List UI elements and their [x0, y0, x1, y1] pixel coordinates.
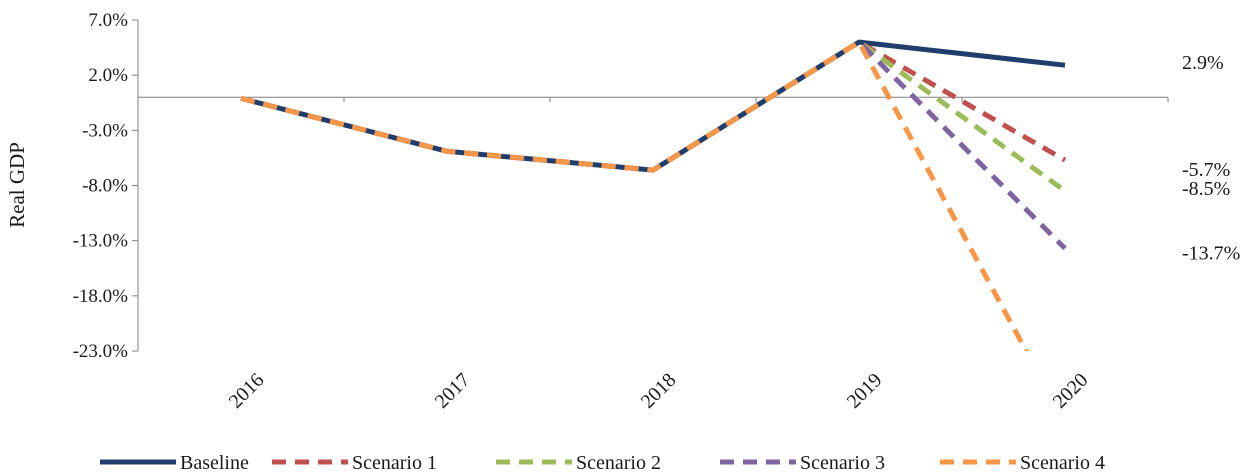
end-value-label: 2.9%: [1182, 52, 1224, 74]
x-tick-label: 2019: [843, 369, 887, 413]
y-tick-label: 2.0%: [88, 65, 128, 86]
end-labels: 2.9% -5.7%-8.5% -13.7%: [1182, 52, 1240, 264]
legend-label: Baseline: [180, 452, 249, 474]
end-value-label: -5.7%: [1182, 159, 1230, 181]
end-value-label: -13.7%: [1182, 242, 1240, 264]
legend-label: Scenario 4: [1020, 452, 1105, 474]
series-lines: [240, 39, 1067, 351]
legend-label: Scenario 1: [352, 452, 437, 474]
y-tick-label: -8.0%: [82, 176, 128, 197]
x-tick-label: 2017: [431, 369, 475, 413]
legend: Baseline Scenario 1 Scenario 2 Scenario 3 Sc…: [100, 452, 1105, 474]
axes: 7.0% 2.0% -3.0% -8.0% -13.0% -18.0% -23.0% 2016…: [73, 10, 1169, 413]
x-tick-label: 2016: [225, 369, 269, 413]
legend-label: Scenario 2: [576, 452, 661, 474]
y-tick-label: -23.0%: [73, 341, 129, 362]
y-tick-label: -18.0%: [73, 286, 129, 307]
series-line-scenario-3: [240, 39, 1067, 251]
series-line-scenario-4: [240, 39, 1030, 351]
y-axis-label: Real GDP: [5, 142, 29, 228]
y-tick-label: -13.0%: [73, 231, 129, 252]
series-line-scenario-1: [240, 39, 1067, 173]
y-tick-label: -3.0%: [82, 120, 128, 141]
x-tick-label: 2018: [637, 369, 681, 413]
end-value-label: -8.5%: [1182, 178, 1230, 200]
legend-label: Scenario 3: [800, 452, 885, 474]
y-tick-label: 7.0%: [88, 10, 128, 31]
x-tick-label: 2020: [1049, 369, 1093, 413]
series-line-baseline: [240, 39, 1066, 173]
